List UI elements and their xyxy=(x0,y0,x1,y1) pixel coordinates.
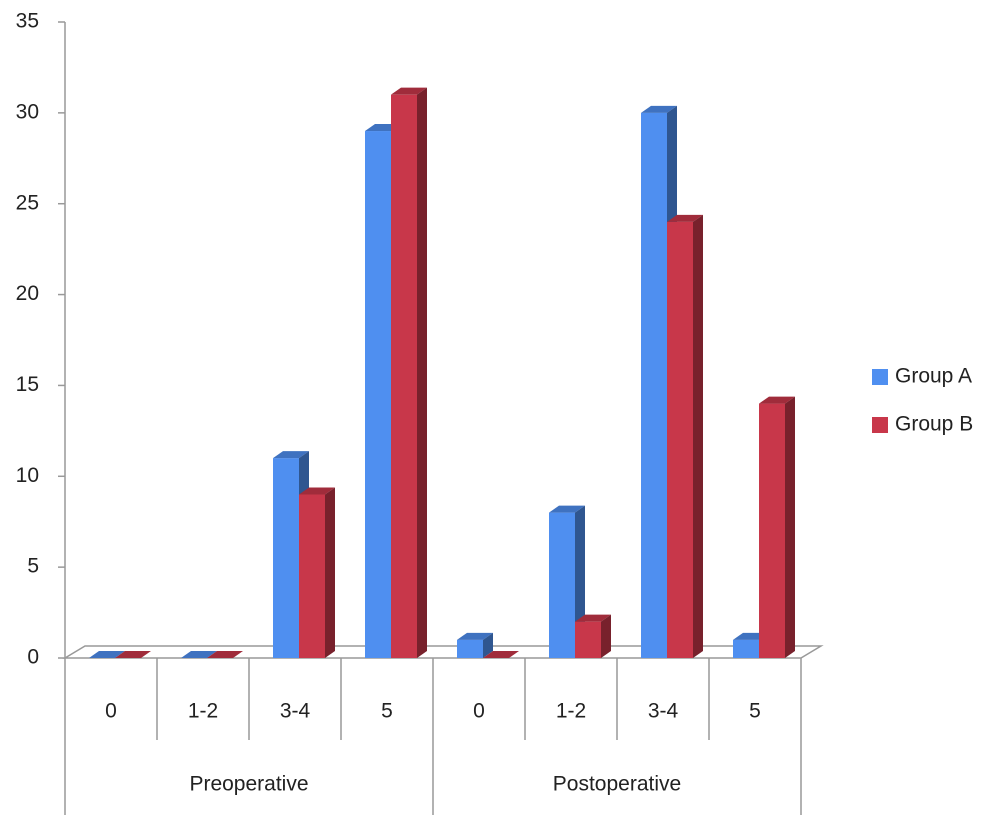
y-tick-label: 15 xyxy=(16,373,39,396)
bar xyxy=(667,214,703,658)
x-tick-label: 5 xyxy=(381,700,393,723)
x-tick-label: 0 xyxy=(105,700,117,723)
bar xyxy=(299,487,335,658)
bar-top xyxy=(759,396,795,404)
bar-top xyxy=(273,451,309,459)
bar-front xyxy=(641,112,667,659)
bar-top xyxy=(207,651,243,658)
bar-top xyxy=(89,651,125,658)
bar-front xyxy=(549,512,575,658)
x-tick-label: 1-2 xyxy=(188,700,218,723)
bar-top xyxy=(391,87,427,95)
bar-top xyxy=(457,632,493,640)
bar-side xyxy=(785,396,795,658)
bar-front xyxy=(365,131,391,658)
bar-side xyxy=(693,214,703,658)
bar xyxy=(89,651,125,658)
y-tick-label: 35 xyxy=(16,10,39,33)
bar xyxy=(759,396,795,658)
bar xyxy=(483,651,519,658)
bar-front xyxy=(575,621,601,658)
bar-top xyxy=(483,651,519,658)
bar-top xyxy=(667,214,703,222)
x-tick-label: 0 xyxy=(473,700,485,723)
x-tick-label: 1-2 xyxy=(556,700,586,723)
bar xyxy=(181,651,217,658)
bar-top xyxy=(115,651,151,658)
bar-top xyxy=(181,651,217,658)
x-tick-label: 3-4 xyxy=(648,700,679,723)
bar-top xyxy=(575,614,611,622)
legend-label: Group B xyxy=(895,413,973,436)
floor xyxy=(62,645,824,659)
y-tick-label: 25 xyxy=(16,191,39,214)
x-tick-label: 3-4 xyxy=(280,700,311,723)
y-tick-label: 30 xyxy=(16,100,39,123)
bar-top xyxy=(641,105,677,113)
x-tick-label: 5 xyxy=(749,700,761,723)
bar-front xyxy=(457,639,483,658)
bar xyxy=(549,505,585,658)
bar-front xyxy=(299,494,325,658)
bar-front xyxy=(391,94,417,658)
y-tick-label: 20 xyxy=(16,282,39,305)
bar-side xyxy=(325,487,335,658)
bar-side xyxy=(601,614,611,658)
category-group-label: Postoperative xyxy=(553,773,681,796)
bar-side xyxy=(417,87,427,658)
bar-front xyxy=(759,403,785,658)
bar-side xyxy=(483,632,493,658)
bar-front xyxy=(273,458,299,658)
legend-swatch xyxy=(872,417,888,433)
bar xyxy=(207,651,243,658)
bar-front xyxy=(733,639,759,658)
bar-top xyxy=(299,487,335,495)
bar xyxy=(457,632,493,658)
bar-top xyxy=(549,505,585,513)
y-tick-label: 10 xyxy=(16,464,39,487)
y-tick-label: 5 xyxy=(27,555,39,578)
bar-front xyxy=(667,221,693,658)
legend-label: Group A xyxy=(895,365,972,388)
legend-swatch xyxy=(872,369,888,385)
category-group-label: Preoperative xyxy=(189,773,308,796)
bar xyxy=(391,87,427,658)
bar xyxy=(575,614,611,658)
bar xyxy=(115,651,151,658)
y-tick-label: 0 xyxy=(27,646,39,669)
